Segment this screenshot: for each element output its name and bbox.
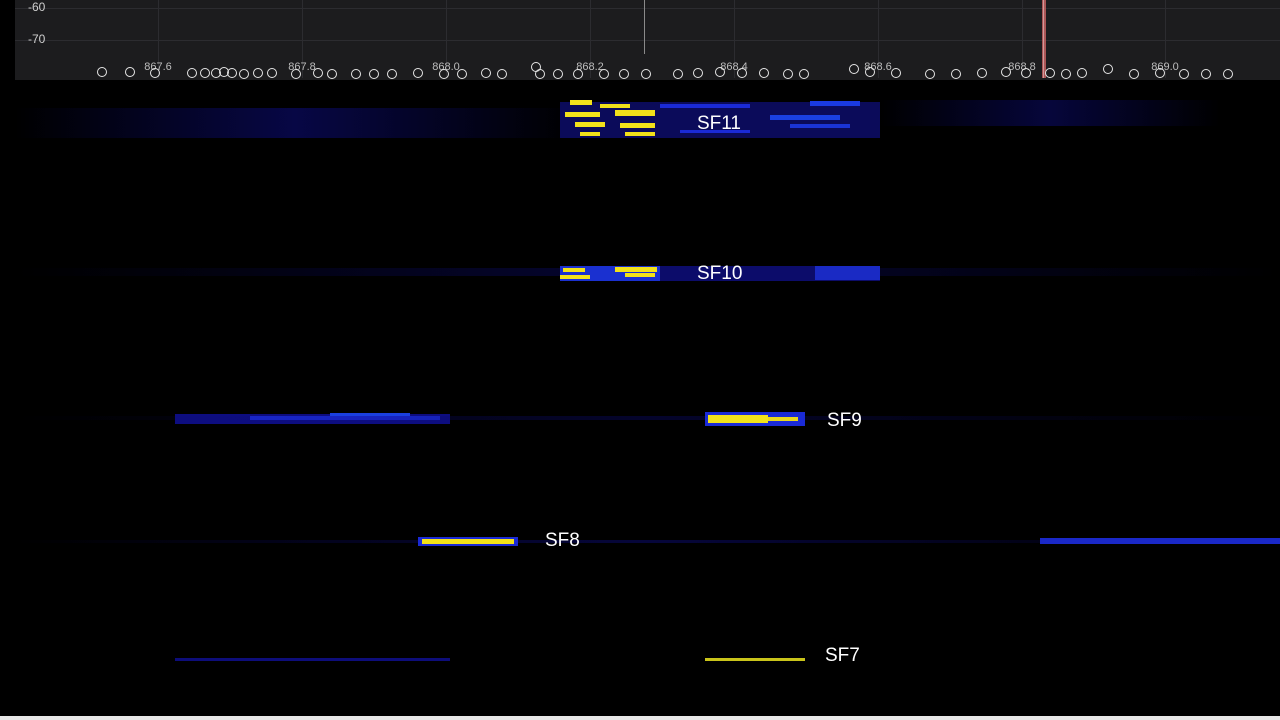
grid-line [590, 0, 591, 78]
grid-line [734, 0, 735, 78]
grid-line [1022, 0, 1023, 78]
grid-line [1165, 0, 1166, 78]
y-axis-tick: -60 [28, 0, 46, 14]
x-axis-tick: 869.0 [1151, 61, 1179, 73]
signal-sf10 [15, 266, 1280, 281]
x-axis-tick: 868.0 [432, 61, 460, 73]
waterfall-display[interactable]: SF11 SF10 SF9 SF8 SF7 [0, 80, 1280, 716]
grid-line [15, 40, 1280, 41]
x-axis-tick: 868.6 [864, 61, 892, 73]
grid-line [878, 0, 879, 78]
y-axis-tick: -70 [28, 32, 46, 46]
sf9-label: SF9 [827, 410, 862, 431]
x-axis-tick: 868.2 [576, 61, 604, 73]
grid-line [446, 0, 447, 78]
x-axis-tick: 868.4 [720, 61, 748, 73]
bottom-border [0, 716, 1280, 720]
grid-line [15, 8, 1280, 9]
signal-sf9 [15, 412, 1280, 426]
frequency-marker[interactable] [1042, 0, 1046, 78]
sf10-label: SF10 [697, 263, 743, 284]
signal-sf7 [175, 658, 805, 661]
waterfall-signals [15, 100, 1280, 661]
sf7-label: SF7 [825, 645, 860, 666]
x-axis-tick: 868.8 [1008, 61, 1036, 73]
sf8-label: SF8 [545, 530, 580, 551]
frequency-cursor[interactable] [644, 0, 645, 54]
grid-line [302, 0, 303, 78]
signal-sf8 [15, 537, 1280, 546]
peak-markers [97, 62, 1233, 79]
sf11-label: SF11 [697, 113, 742, 134]
spectrum-panel[interactable]: -60 -70 867.6 867.8 868.0 868.2 868.4 86… [0, 0, 1280, 80]
signal-sf11 [15, 100, 1220, 138]
grid-line [158, 0, 159, 78]
